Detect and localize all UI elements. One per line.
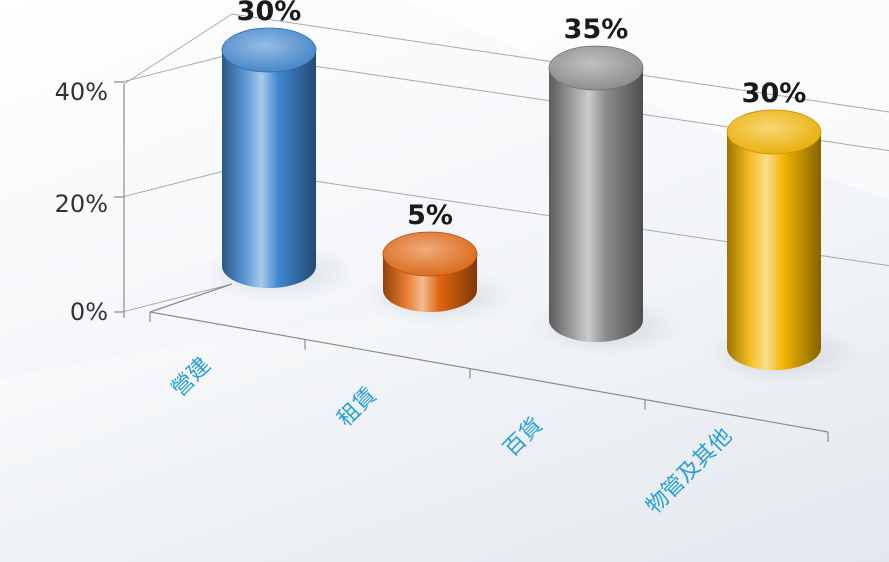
- data-labels: 30% 5% 35% 30%: [237, 0, 807, 231]
- y-tick-label: 40%: [55, 78, 108, 106]
- bar-1: [202, 27, 356, 302]
- y-tick-labels: 0% 20% 40%: [55, 78, 108, 326]
- bar-body: [727, 132, 821, 370]
- bar-2: [363, 231, 517, 326]
- bar-body: [222, 50, 316, 288]
- frame-edge: [123, 13, 233, 85]
- bars: [202, 27, 861, 384]
- bar-3: [529, 45, 683, 356]
- side-wall-gridline: [121, 168, 233, 198]
- x-axis: [149, 311, 829, 433]
- bar-top: [382, 231, 478, 277]
- data-label: 30%: [237, 0, 302, 27]
- axes: [114, 81, 829, 442]
- bar-4: [707, 109, 861, 384]
- bar-top: [548, 45, 644, 91]
- bar-top: [221, 27, 317, 73]
- data-label: 5%: [407, 200, 453, 231]
- data-label: 35%: [564, 14, 629, 45]
- y-tick-label: 0%: [70, 298, 108, 326]
- side-wall-gridline: [121, 283, 233, 313]
- bar-body: [549, 68, 643, 342]
- y-tick-label: 20%: [55, 190, 108, 218]
- data-label: 30%: [742, 78, 807, 109]
- bar-top: [726, 109, 822, 155]
- side-wall-gridline: [121, 53, 233, 83]
